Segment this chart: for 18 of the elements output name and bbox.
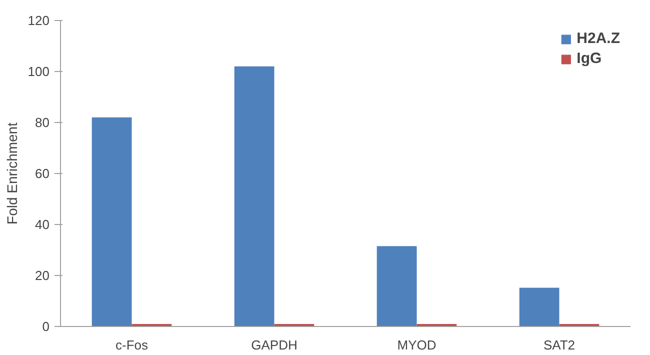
legend-label: IgG [576,50,602,67]
y-tick-label: 100 [28,64,50,79]
y-tick-label: 60 [35,166,50,181]
y-tick-label: 80 [35,115,50,130]
y-tick-label: 0 [42,319,50,334]
bar [92,117,132,326]
y-tick-label: 40 [35,217,50,232]
bar [376,246,417,326]
x-tick-label: c-Fos [116,338,148,352]
y-axis-title: Fold Enrichment [4,122,20,224]
x-tick-label: SAT2 [543,338,576,352]
bar [519,288,560,326]
y-tick-label: 20 [35,268,50,283]
bar [234,66,274,326]
legend-label: H2A.Z [576,30,620,47]
y-tick-label: 120 [28,13,50,28]
x-tick-label: MYOD [397,338,436,352]
x-tick-label: GAPDH [251,338,298,352]
